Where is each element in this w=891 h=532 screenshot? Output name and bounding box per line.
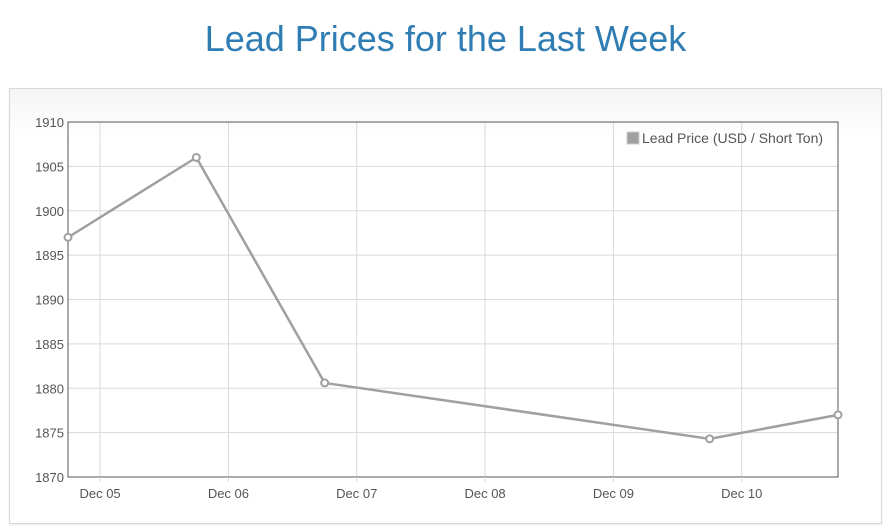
y-tick-label: 1885 <box>35 337 64 352</box>
y-axis-ticks: 1910 1905 1900 1895 1890 1885 1880 1875 1870 <box>35 115 64 485</box>
data-point[interactable] <box>63 232 73 242</box>
grid <box>68 121 838 478</box>
x-tick-label: Dec 06 <box>208 486 249 501</box>
page-title: Lead Prices for the Last Week <box>204 18 687 59</box>
y-tick-label: 1880 <box>35 381 64 396</box>
legend-label[interactable]: Lead Price (USD / Short Ton) <box>642 130 823 146</box>
y-tick-label: 1875 <box>35 426 64 441</box>
series-layer <box>63 153 843 444</box>
y-tick-label: 1870 <box>35 470 64 485</box>
x-axis-ticks: Dec 05 Dec 06 Dec 07 Dec 08 Dec 09 Dec 10 <box>79 477 762 501</box>
legend-swatch[interactable] <box>626 131 640 145</box>
y-tick-label: 1905 <box>35 159 64 174</box>
data-point[interactable] <box>705 434 715 444</box>
y-tick-label: 1900 <box>35 204 64 219</box>
plot-frame <box>67 121 839 478</box>
legend[interactable]: Lead Price (USD / Short Ton) <box>626 130 823 146</box>
data-point[interactable] <box>320 378 330 388</box>
y-tick-label: 1895 <box>35 248 64 263</box>
x-tick-label: Dec 10 <box>721 486 762 501</box>
y-tick-label: 1890 <box>35 293 64 308</box>
chart-panel <box>9 88 882 524</box>
series-line <box>67 156 839 441</box>
x-tick-label: Dec 07 <box>336 486 377 501</box>
y-tick-label: 1910 <box>35 115 64 130</box>
x-tick-label: Dec 08 <box>464 486 505 501</box>
data-point[interactable] <box>833 410 843 420</box>
data-point[interactable] <box>191 153 201 162</box>
x-tick-label: Dec 05 <box>79 486 120 501</box>
x-tick-label: Dec 09 <box>593 486 634 501</box>
